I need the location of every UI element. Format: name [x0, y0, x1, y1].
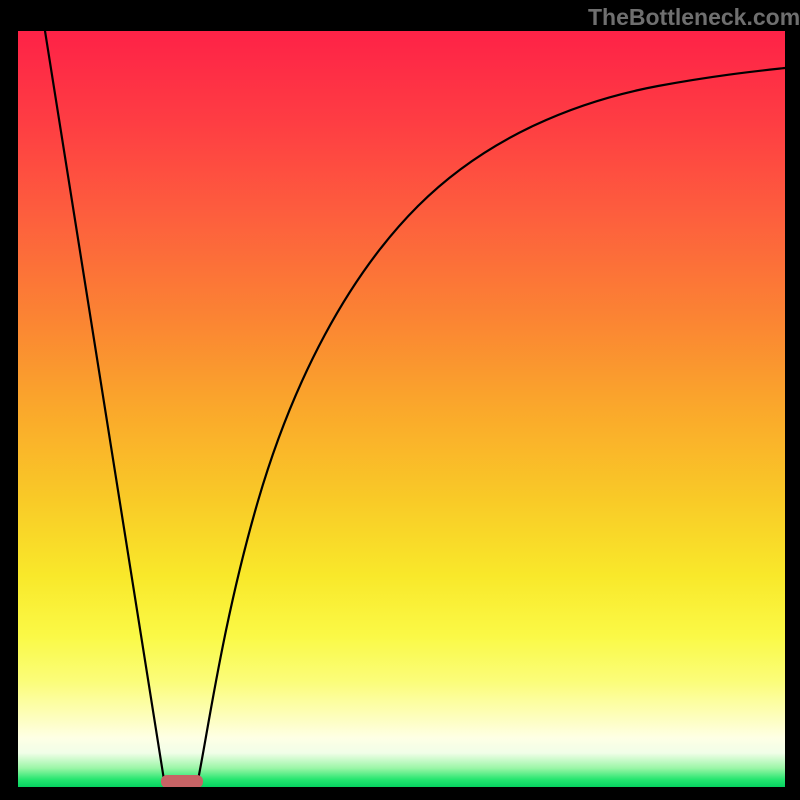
- bottleneck-curve: [18, 31, 785, 787]
- gradient-plot-area: [18, 31, 785, 787]
- optimal-marker: [161, 775, 203, 787]
- watermark-text: TheBottleneck.com: [588, 4, 800, 31]
